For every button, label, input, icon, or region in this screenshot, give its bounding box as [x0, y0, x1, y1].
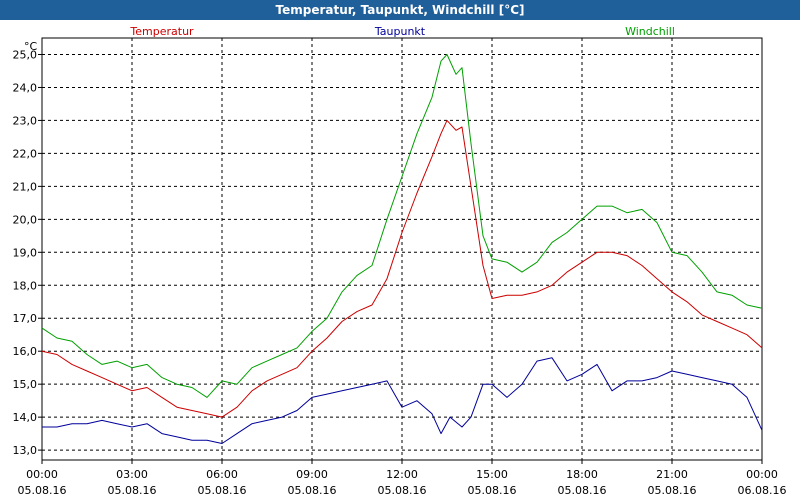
- y-tick-label: 24,0: [13, 81, 38, 94]
- y-tick-label: 15,0: [13, 378, 38, 391]
- x-tick-time: 09:00: [296, 468, 328, 481]
- legend-taupunkt: Taupunkt: [374, 25, 426, 38]
- y-axis-unit: °C: [24, 40, 38, 53]
- x-tick-date: 05.08.16: [288, 484, 337, 497]
- x-tick-time: 03:00: [116, 468, 148, 481]
- y-tick-label: 23,0: [13, 114, 38, 127]
- x-tick-time: 21:00: [656, 468, 688, 481]
- x-tick-date: 05.08.16: [378, 484, 427, 497]
- window-title: Temperatur, Taupunkt, Windchill [°C]: [0, 0, 800, 20]
- series-line-temperatur: [41, 119, 763, 418]
- y-tick-label: 14,0: [13, 411, 38, 424]
- y-axis-ticks: 13,0 14,0 15,0 16,0 17,0 18,0 19,0 20,0 21,0 22,0…: [13, 48, 42, 457]
- x-tick-date: 05.08.16: [198, 484, 247, 497]
- y-tick-label: 20,0: [13, 213, 38, 226]
- y-tick-label: 25,0: [13, 48, 38, 61]
- x-tick-time: 00:00: [746, 468, 778, 481]
- series-lines: [41, 54, 763, 444]
- x-tick-time: 12:00: [386, 468, 418, 481]
- x-tick-time: 00:00: [26, 468, 58, 481]
- series-line-windchill: [41, 54, 763, 398]
- x-axis-ticks: 00:00 05.08.16 03:00 05.08.16 06:00 05.08.16 0…: [18, 460, 787, 497]
- x-tick-date: 06.08.16: [738, 484, 787, 497]
- x-tick-date: 05.08.16: [468, 484, 517, 497]
- y-tick-label: 22,0: [13, 147, 38, 160]
- legend-windchill: Windchill: [625, 25, 675, 38]
- grid: [42, 38, 762, 460]
- y-tick-label: 18,0: [13, 279, 38, 292]
- y-tick-label: 17,0: [13, 312, 38, 325]
- x-tick-date: 05.08.16: [18, 484, 67, 497]
- x-tick-date: 05.08.16: [108, 484, 157, 497]
- legend: Temperatur Taupunkt Windchill: [129, 25, 675, 38]
- x-tick-date: 05.08.16: [558, 484, 607, 497]
- y-tick-label: 16,0: [13, 345, 38, 358]
- legend-temperatur: Temperatur: [129, 25, 194, 38]
- y-tick-label: 19,0: [13, 246, 38, 259]
- y-tick-label: 21,0: [13, 180, 38, 193]
- x-tick-time: 15:00: [476, 468, 508, 481]
- x-tick-date: 05.08.16: [648, 484, 697, 497]
- y-tick-label: 13,0: [13, 444, 38, 457]
- series-line-taupunkt: [42, 357, 763, 444]
- x-tick-time: 06:00: [206, 468, 238, 481]
- x-tick-time: 18:00: [566, 468, 598, 481]
